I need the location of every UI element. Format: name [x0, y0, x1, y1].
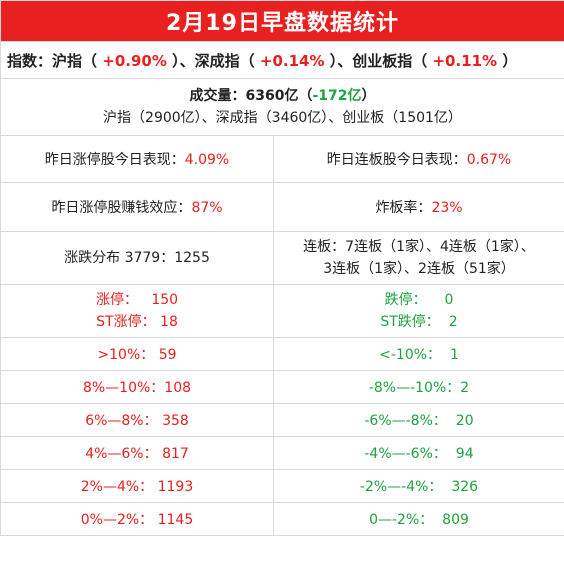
range-value: 1 — [449, 347, 459, 363]
range-label: -8%—-10%： — [368, 380, 461, 396]
limit-label: 涨停： — [95, 292, 138, 308]
stat-value: 87% — [191, 200, 223, 216]
limit-up-cell: 涨停： 150 ST涨停： 18 — [0, 284, 274, 338]
range-label: 0—-2%： — [369, 512, 434, 528]
range-down-cell: -4%—-6%： 94 — [273, 436, 564, 470]
range-label: 8%—10%： — [82, 380, 165, 396]
limit-value: 2 — [448, 314, 458, 330]
index-name-sz: 深成指 — [194, 51, 240, 70]
yesterday-limitup-performance: 昨日涨停股今日表现：4.09% — [0, 135, 274, 183]
index-sep: 、 — [337, 51, 353, 70]
range-label: -6%—-8%： — [364, 413, 447, 429]
range-down-cell: <-10%： 1 — [273, 337, 564, 371]
range-up-cell: >10%： 59 — [0, 337, 274, 371]
range-label: 6%—8%： — [85, 413, 158, 429]
range-label: 2%—4%： — [80, 479, 154, 495]
streak-distribution: 连板：7连板（1家）、4连板（1家）、 3连板（1家）、2连板（51家） — [273, 231, 564, 285]
stat-label: 昨日连板股今日表现： — [326, 152, 467, 168]
volume-line: 成交量：6360亿（-172亿） — [189, 88, 376, 104]
range-value: 108 — [164, 380, 192, 396]
limit-value: 150 — [151, 292, 179, 308]
index-name-cy: 创业板指 — [352, 51, 413, 70]
range-value: 809 — [442, 512, 469, 528]
range-down-cell: -2%—-4%： 326 — [273, 469, 564, 503]
limit-down-line: 跌停： 0 — [274, 289, 564, 311]
limit-label: ST涨停： — [96, 314, 156, 330]
range-value: 1193 — [157, 479, 194, 495]
limit-value: 0 — [444, 292, 454, 308]
range-value: 326 — [451, 479, 479, 495]
range-up-cell: 8%—10%：108 — [0, 370, 274, 404]
range-value: 20 — [455, 413, 474, 429]
volume-value: 6360亿 — [245, 88, 299, 104]
index-sep: 、 — [179, 51, 195, 70]
streak-line: 3连板（1家）、2连板（51家） — [323, 261, 515, 277]
index-summary: 指数：沪指（ +0.90% ）、深成指（ +0.14% ）、创业板指（ +0.1… — [0, 41, 564, 79]
range-up-cell: 2%—4%： 1193 — [0, 469, 274, 503]
index-value-sz: +0.14% — [259, 51, 325, 70]
index-prefix: 指数： — [7, 51, 53, 70]
updown-distribution: 涨跌分布 3779：1255 — [0, 231, 274, 285]
volume-label: 成交量： — [189, 88, 246, 104]
volume-change: -172亿 — [312, 88, 362, 104]
range-label: 4%—6%： — [85, 446, 158, 462]
range-down-cell: -6%—-8%： 20 — [273, 403, 564, 437]
range-up-cell: 0%—2%： 1145 — [0, 502, 274, 536]
volume-detail: 沪指（2900亿）、深成指（3460亿）、创业板（1501亿） — [103, 110, 462, 126]
range-up-cell: 4%—6%： 817 — [0, 436, 274, 470]
range-label: -4%—-6%： — [364, 446, 447, 462]
index-name-sh: 沪指 — [52, 51, 83, 70]
limit-label: 跌停： — [384, 292, 427, 308]
stat-label: 炸板率： — [375, 200, 432, 216]
range-value: 94 — [455, 446, 474, 462]
range-label: 0%—2%： — [80, 512, 154, 528]
stat-value: 23% — [431, 200, 463, 216]
index-value-cy: +0.11% — [432, 51, 498, 70]
yesterday-streak-performance: 昨日连板股今日表现：0.67% — [273, 135, 564, 183]
limitup-profit-effect: 昨日涨停股赚钱效应：87% — [0, 182, 274, 232]
st-limit-up-line: ST涨停： 18 — [1, 311, 273, 333]
range-down-cell: -8%—-10%：2 — [273, 370, 564, 404]
market-stats-table: 2月19日早盘数据统计 指数：沪指（ +0.90% ）、深成指（ +0.14% … — [0, 0, 564, 536]
streak-line: 连板：7连板（1家）、4连板（1家）、 — [303, 239, 535, 255]
limit-up-line: 涨停： 150 — [1, 289, 273, 311]
range-label: -2%—-4%： — [359, 479, 443, 495]
range-down-cell: 0—-2%： 809 — [273, 502, 564, 536]
volume-summary: 成交量：6360亿（-172亿） 沪指（2900亿）、深成指（3460亿）、创业… — [0, 78, 564, 136]
st-limit-down-line: ST跌停： 2 — [274, 311, 564, 333]
range-value: 817 — [162, 446, 189, 462]
range-label: <-10%： — [379, 347, 442, 363]
stat-value: 0.67% — [466, 152, 512, 168]
stat-label: 昨日涨停股今日表现： — [44, 152, 185, 168]
stat-value: 4.09% — [184, 152, 230, 168]
range-up-cell: 6%—8%： 358 — [0, 403, 274, 437]
stat-label: 昨日涨停股赚钱效应： — [51, 200, 192, 216]
index-value-sh: +0.90% — [102, 51, 167, 70]
limit-down-cell: 跌停： 0 ST跌停： 2 — [273, 284, 564, 338]
range-value: 358 — [162, 413, 189, 429]
limit-label: ST跌停： — [380, 314, 440, 330]
limit-value: 18 — [160, 314, 178, 330]
range-value: 2 — [460, 380, 470, 396]
broken-board-rate: 炸板率：23% — [273, 182, 564, 232]
range-label: >10%： — [97, 347, 155, 363]
range-value: 59 — [158, 347, 177, 363]
page-title: 2月19日早盘数据统计 — [0, 0, 564, 42]
range-value: 1145 — [157, 512, 194, 528]
